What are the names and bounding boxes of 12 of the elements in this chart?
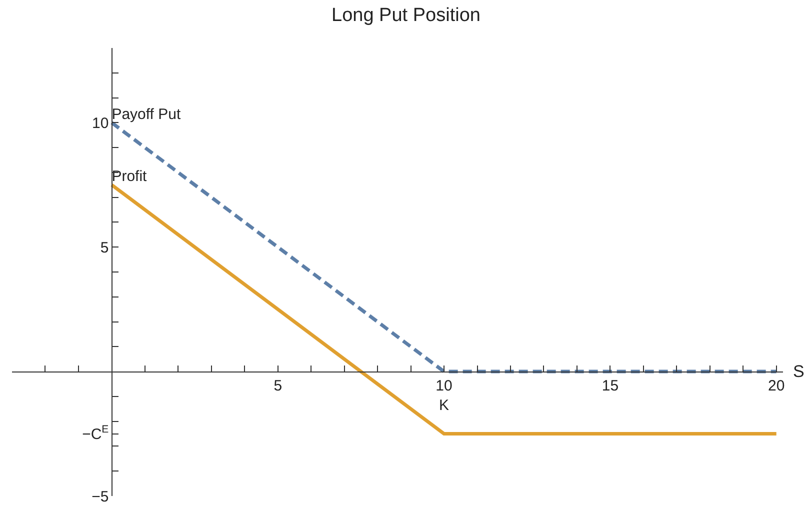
chart-title: Long Put Position <box>332 5 480 26</box>
x-tick-label: 5 <box>274 378 282 395</box>
series-label: Payoff Put <box>112 106 182 123</box>
y-tick-label: −C$^{E}$ <box>82 424 109 444</box>
x-tick-label: 15 <box>602 378 619 395</box>
x-axis-title: S <box>793 362 804 381</box>
y-tick-label: −5 <box>92 488 109 506</box>
x-tick-label: 20 <box>768 378 785 395</box>
y-tick-label: 5 <box>100 239 109 256</box>
series-label: Profit <box>112 168 148 186</box>
y-tick-label: 10 <box>92 114 109 132</box>
x-tick-label: 10 K <box>436 378 452 414</box>
